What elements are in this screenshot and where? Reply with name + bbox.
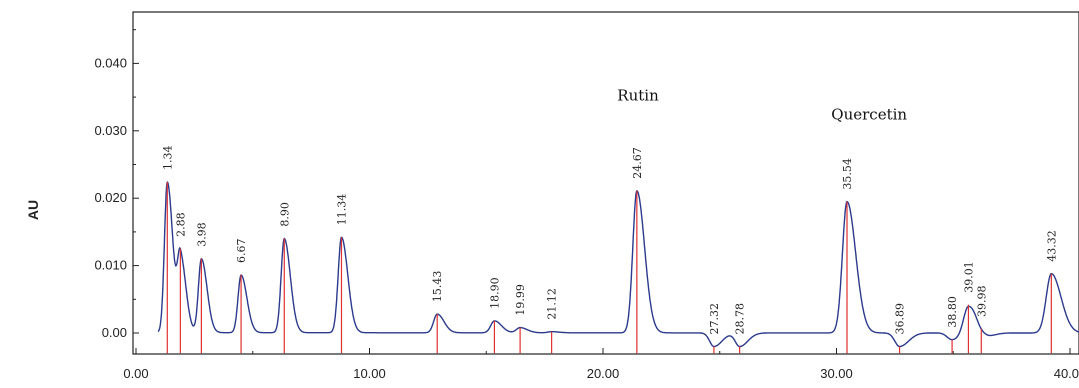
y-axis-title: AU [25, 200, 41, 220]
peak-label: 21.12 [546, 288, 559, 320]
peak-label: 39.98 [975, 285, 988, 317]
peak-label: 6.67 [235, 239, 248, 264]
plot-frame [132, 11, 1079, 355]
peak-label: 28.78 [734, 303, 747, 335]
x-tick-label: 30.00 [820, 366, 853, 381]
compound-label-quercetin: Quercetin [831, 105, 907, 123]
peak-label: 43.32 [1045, 230, 1058, 262]
y-tick-label: 0.040 [94, 55, 127, 70]
peak-label: 35.54 [841, 158, 854, 190]
compound-label-rutin: Rutin [617, 86, 659, 104]
peak-label: 1.34 [161, 146, 174, 171]
peak-label: 11.34 [335, 194, 348, 226]
y-tick-label: 0.030 [94, 123, 127, 138]
x-tick-label: 40.00 [1054, 366, 1079, 381]
y-tick-label: 0.020 [94, 190, 127, 205]
peak-label: 8.90 [278, 202, 291, 227]
x-tick-label: 0.00 [123, 366, 148, 381]
peak-label: 3.98 [195, 222, 208, 247]
peak-label: 19.99 [514, 284, 527, 316]
peak-label: 18.90 [488, 277, 501, 309]
peak-label: 39.01 [962, 261, 975, 293]
y-tick-label: 0.010 [94, 258, 127, 273]
x-tick-label: 20.00 [587, 366, 620, 381]
peak-label: 27.32 [708, 303, 721, 335]
x-tick-label: 10.00 [353, 366, 386, 381]
peak-label: 36.89 [894, 303, 907, 335]
chromatogram-trace [157, 181, 1079, 348]
peak-label: 2.88 [174, 212, 187, 237]
peak-label: 38.80 [946, 296, 959, 328]
y-tick-label: 0.00 [102, 325, 127, 340]
peak-label: 24.67 [631, 147, 644, 179]
peak-label: 15.43 [431, 271, 444, 303]
